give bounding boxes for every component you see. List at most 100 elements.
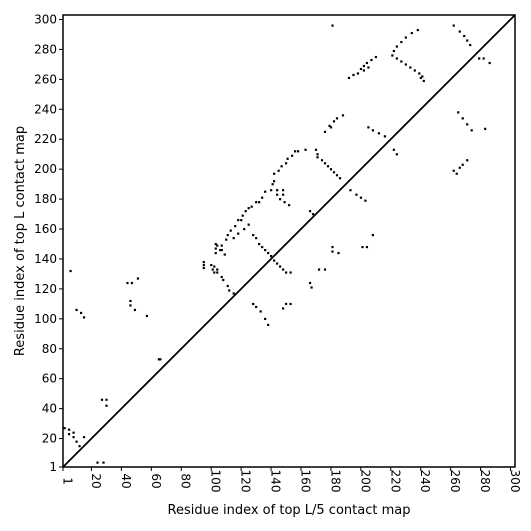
- contact-point: [364, 199, 367, 202]
- contact-point: [362, 69, 366, 72]
- contact-point: [241, 214, 244, 217]
- contact-point: [250, 205, 253, 208]
- contact-point: [359, 196, 363, 199]
- contact-point: [82, 436, 86, 439]
- contact-point: [279, 198, 282, 201]
- contact-point: [335, 174, 339, 177]
- contact-point: [400, 60, 403, 63]
- contact-point: [466, 123, 469, 126]
- contact-point: [331, 24, 334, 27]
- contact-point: [338, 177, 342, 180]
- contact-point: [283, 201, 286, 204]
- contact-point: [219, 248, 222, 252]
- contact-point: [323, 268, 327, 271]
- contact-point: [213, 271, 216, 274]
- x-tick-label: 200: [358, 470, 372, 493]
- contact-point: [202, 260, 205, 264]
- contact-point: [392, 49, 395, 53]
- contact-point: [105, 404, 108, 407]
- x-tick-label: 100: [209, 470, 223, 493]
- contact-point: [126, 281, 129, 285]
- contact-point: [276, 189, 279, 192]
- contact-point: [461, 117, 464, 120]
- contact-point: [296, 150, 300, 153]
- contact-point: [422, 79, 425, 83]
- contact-point: [290, 154, 294, 157]
- contact-point: [400, 40, 403, 44]
- y-tick-label: 40: [42, 402, 57, 416]
- contact-point: [67, 428, 71, 431]
- contact-point: [310, 286, 313, 289]
- contact-point: [136, 277, 140, 280]
- contact-point: [255, 201, 258, 204]
- contact-point: [466, 39, 469, 42]
- contact-point: [244, 210, 247, 213]
- contact-point: [355, 193, 358, 196]
- contact-point: [478, 57, 481, 60]
- contact-point: [232, 237, 235, 240]
- contact-point: [105, 398, 108, 401]
- contact-point: [270, 189, 273, 192]
- contact-point: [225, 238, 228, 241]
- contact-point: [418, 72, 421, 75]
- contact-point: [395, 45, 398, 48]
- x-tick-label: 140: [269, 470, 283, 493]
- contact-point: [232, 292, 235, 295]
- contact-point: [404, 63, 407, 66]
- contact-point: [214, 242, 217, 246]
- contact-point: [311, 213, 315, 216]
- contact-point: [258, 201, 261, 204]
- contact-point: [285, 271, 288, 274]
- contact-point: [240, 219, 243, 222]
- diagonal-line: [62, 14, 516, 468]
- contact-point: [316, 156, 319, 159]
- contact-point: [392, 148, 395, 151]
- contact-point: [314, 148, 318, 151]
- contact-point: [267, 251, 270, 255]
- contact-point: [458, 166, 461, 169]
- y-tick-label: 80: [42, 342, 57, 356]
- contact-point: [216, 268, 219, 271]
- x-tick-label: 300: [508, 470, 522, 493]
- contact-point: [243, 228, 246, 231]
- contact-point: [452, 24, 455, 27]
- x-tick-label: 220: [388, 470, 402, 493]
- x-tick-label: 180: [328, 470, 342, 493]
- contact-point: [202, 266, 205, 270]
- contact-point: [332, 171, 336, 174]
- contact-point: [285, 302, 288, 306]
- contact-point: [261, 245, 264, 249]
- contact-point: [457, 111, 460, 114]
- contact-point: [228, 289, 231, 292]
- y-axis-label: Residue index of top L contact map: [13, 126, 28, 356]
- contact-point: [371, 129, 375, 132]
- contact-point: [267, 323, 270, 327]
- contact-point: [371, 234, 375, 237]
- contact-point: [210, 263, 213, 267]
- contact-point: [452, 169, 455, 172]
- contact-point: [288, 204, 291, 207]
- contact-point: [352, 73, 355, 77]
- x-tick-label: 80: [179, 473, 193, 488]
- contact-point: [304, 148, 307, 151]
- contact-point: [455, 172, 458, 175]
- contact-point: [289, 302, 292, 306]
- contact-point: [409, 66, 412, 69]
- contact-point: [223, 253, 226, 256]
- contact-point: [264, 190, 267, 193]
- contact-point: [328, 124, 331, 127]
- contact-point: [463, 34, 466, 38]
- contact-point: [261, 196, 264, 199]
- contact-point: [395, 57, 398, 60]
- contact-point: [331, 245, 334, 249]
- contact-point: [482, 57, 485, 60]
- contact-point: [75, 308, 78, 312]
- contact-point: [226, 284, 229, 288]
- contact-point: [220, 275, 223, 279]
- y-tick-label: 240: [34, 102, 57, 116]
- contact-point: [488, 61, 491, 65]
- x-tick-label: 280: [478, 470, 492, 493]
- contact-point: [365, 61, 369, 65]
- x-tick-label: 240: [418, 470, 432, 493]
- contact-point: [129, 299, 132, 303]
